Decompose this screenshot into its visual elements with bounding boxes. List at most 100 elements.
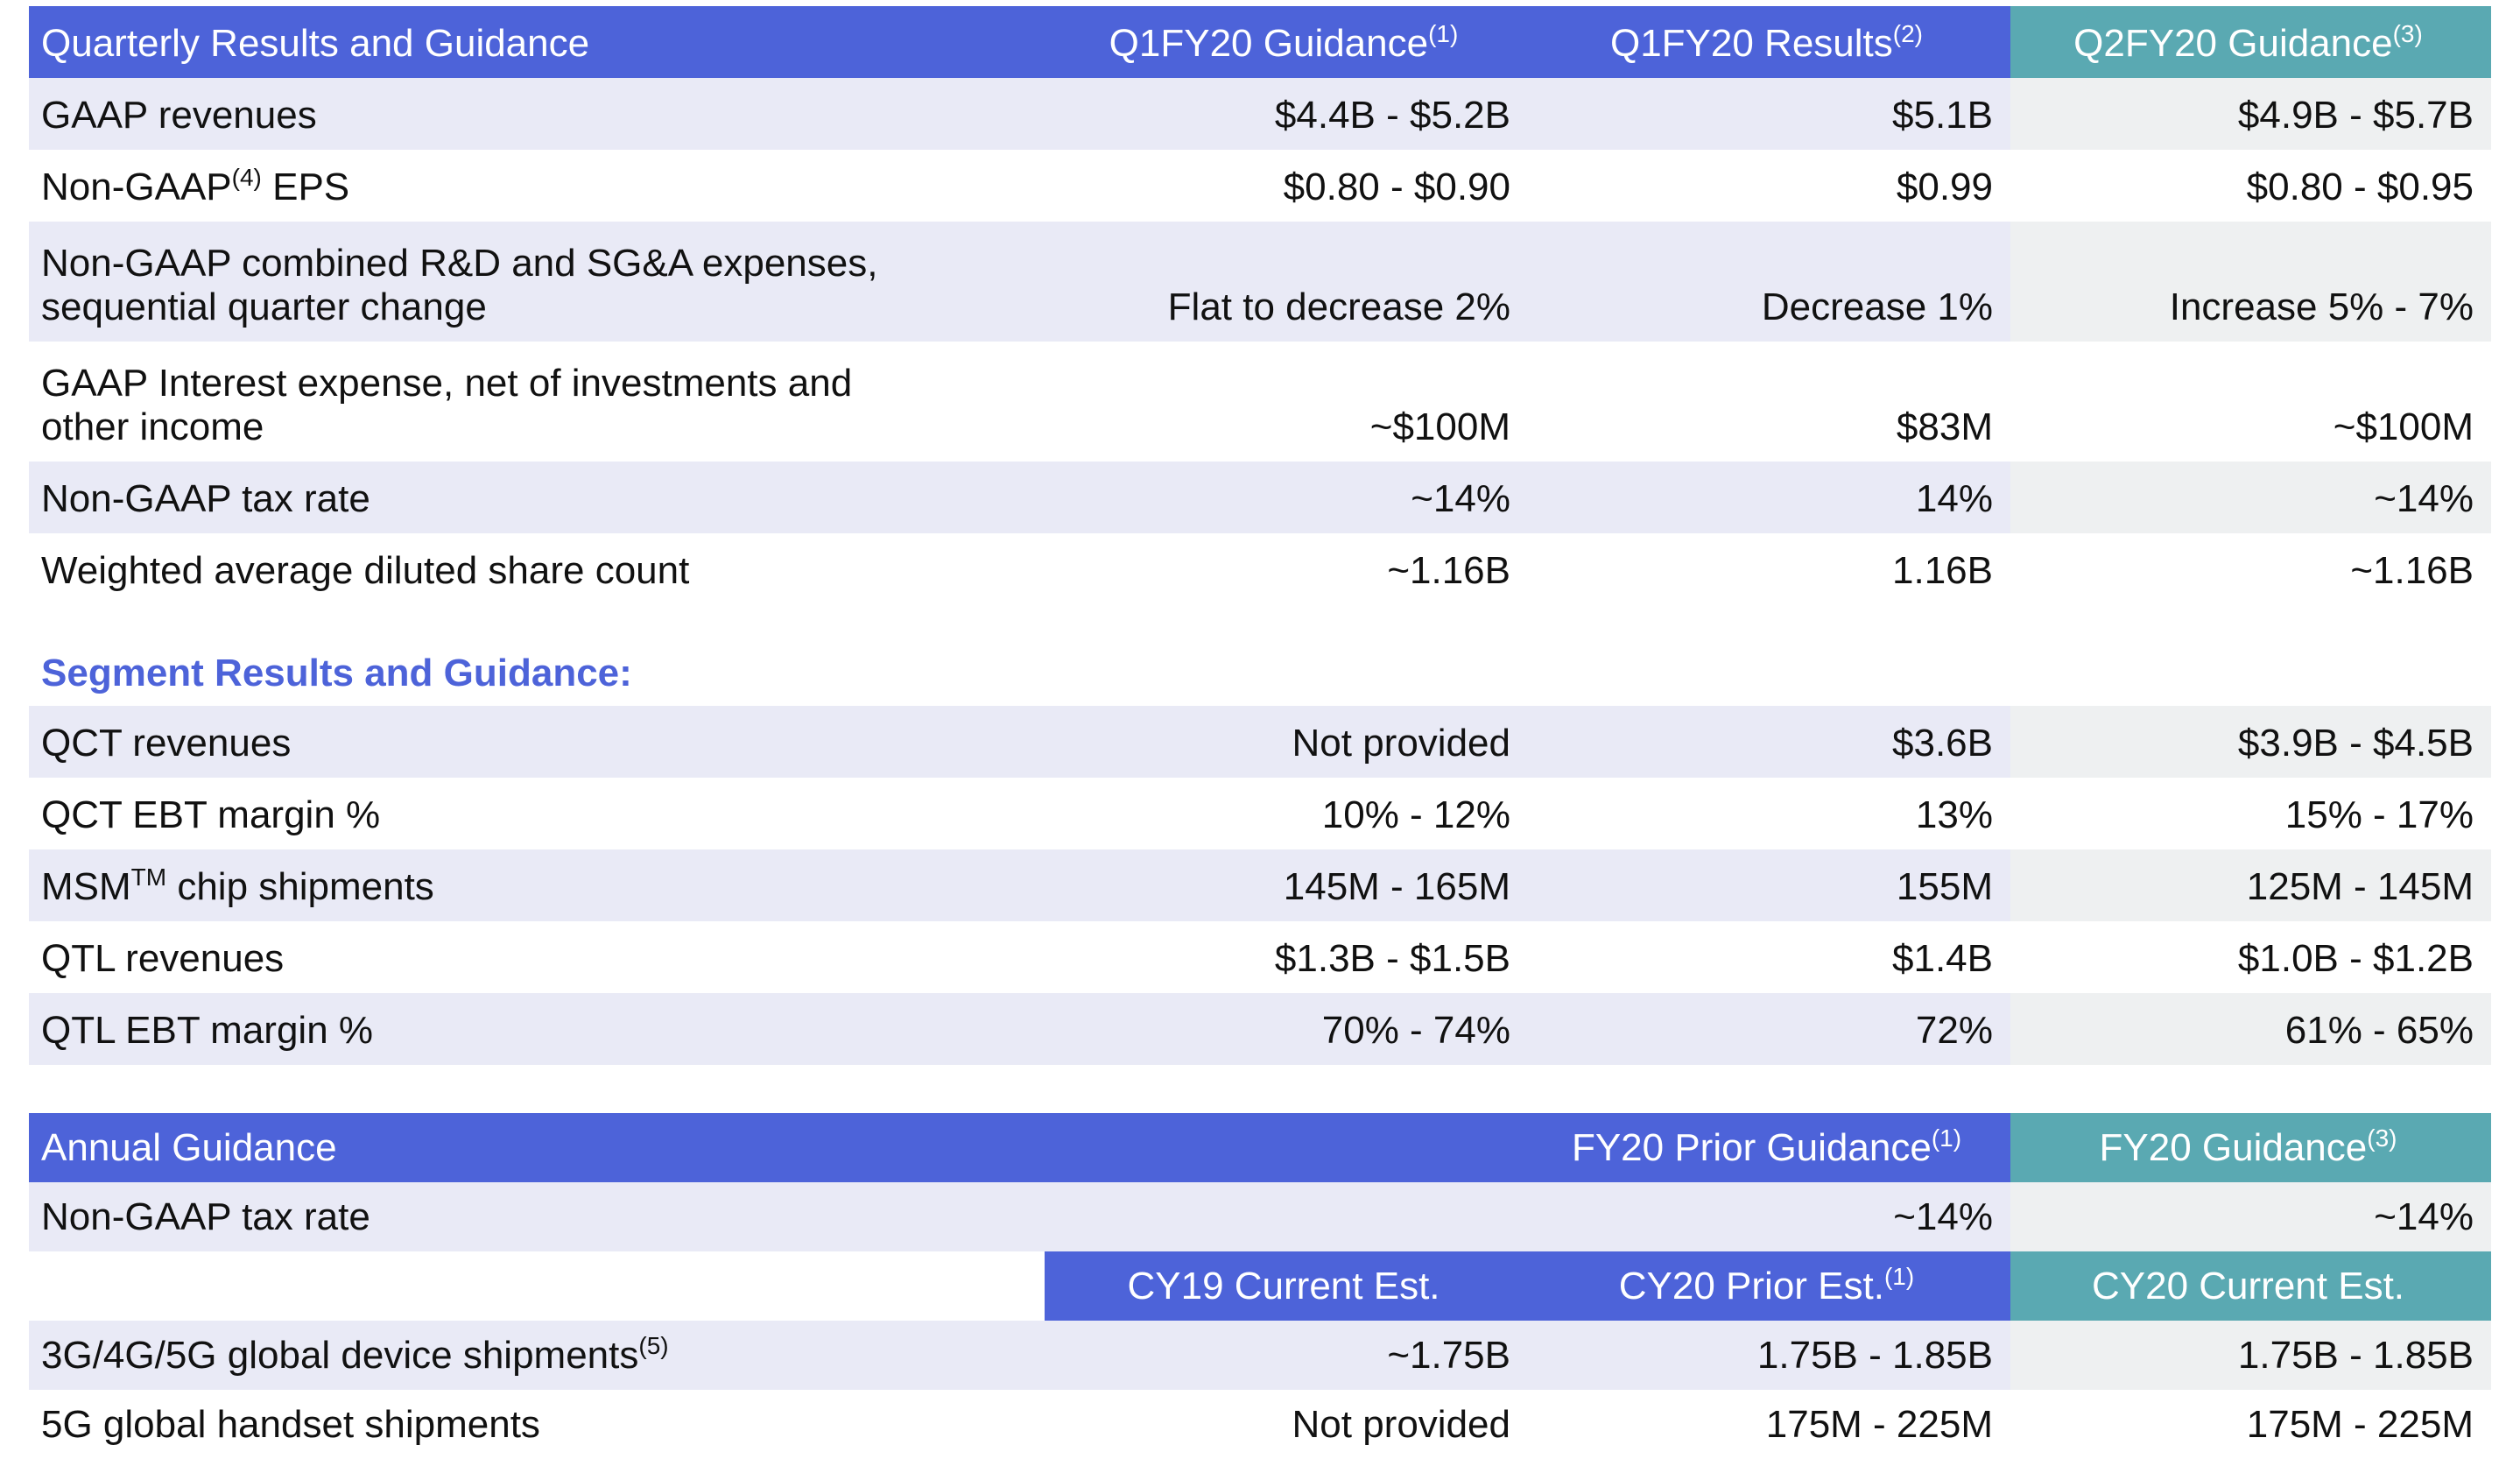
value-cell: Not provided (1045, 706, 1528, 778)
value-text: $83M (1896, 405, 1993, 448)
value-text: 155M (1896, 865, 1993, 908)
footnote-marker: (5) (638, 1332, 669, 1359)
value-text: 175M - 225M (2246, 1403, 2474, 1446)
header-text: Q1FY20 Guidance (1109, 22, 1429, 65)
value-cell: $1.4B (1528, 921, 2010, 993)
label-text: QTL EBT margin % (41, 1009, 374, 1052)
footnote-marker: (4) (231, 164, 262, 191)
value-cell: ~14% (1528, 1182, 2010, 1251)
header-text: Quarterly Results and Guidance (41, 22, 590, 65)
value-text: 61% - 65% (2284, 1009, 2474, 1052)
label-text: QCT EBT margin % (41, 793, 381, 836)
footnote-marker: (1) (1428, 20, 1459, 47)
value-text: ~14% (2374, 477, 2474, 520)
value-text: 15% - 17% (2284, 793, 2474, 836)
table-row: Weighted average diluted share count ~1.1… (29, 533, 2491, 605)
value-text: $1.4B (1892, 937, 1993, 980)
value-cell: $83M (1528, 342, 2010, 462)
value-cell: 1.16B (1528, 533, 2010, 605)
header-cell: CY20 Current Est. (2010, 1251, 2491, 1321)
value-cell: ~$100M (2010, 342, 2491, 462)
value-text: 1.16B (1892, 549, 1993, 592)
value-text: $1.3B - $1.5B (1274, 937, 1510, 980)
header-cell: Q2FY20 Guidance(3) (2010, 6, 2491, 78)
label-text: other income (41, 405, 264, 448)
value-cell: Decrease 1% (1528, 222, 2010, 342)
spacer (29, 1065, 2491, 1113)
header-cell: Q1FY20 Guidance(1) (1045, 6, 1528, 78)
value-text: 10% - 12% (1321, 793, 1510, 836)
value-text: Not provided (1292, 1403, 1510, 1446)
value-cell: 15% - 17% (2010, 778, 2491, 849)
row-label: QTL EBT margin % (29, 993, 1045, 1065)
value-text: 13% (1915, 793, 1993, 836)
value-text: 125M - 145M (2246, 865, 2474, 908)
table-row: GAAP Interest expense, net of investment… (29, 342, 2491, 462)
value-cell: 72% (1528, 993, 2010, 1065)
value-cell: $0.80 - $0.95 (2010, 150, 2491, 222)
value-cell: 61% - 65% (2010, 993, 2491, 1065)
header-text: CY19 Current Est. (1127, 1265, 1440, 1307)
value-cell: ~14% (1045, 462, 1528, 533)
value-cell: ~$100M (1045, 342, 1528, 462)
value-text: 1.75B - 1.85B (1756, 1334, 1993, 1377)
value-cell: 125M - 145M (2010, 849, 2491, 921)
label-text: Non-GAAP (41, 166, 232, 208)
value-cell: ~14% (2010, 462, 2491, 533)
table-row: Non-GAAP combined R&D and SG&A expenses,… (29, 222, 2491, 342)
value-cell: $0.80 - $0.90 (1045, 150, 1528, 222)
value-text: ~14% (2374, 1195, 2474, 1238)
value-cell: 175M - 225M (2010, 1390, 2491, 1459)
row-label: Non-GAAP tax rate (29, 1182, 1045, 1251)
footnote-marker: (1) (1931, 1124, 1962, 1152)
value-text: $3.6B (1892, 722, 1993, 765)
table-row: Non-GAAP(4) EPS $0.80 - $0.90 $0.99 $0.80 -… (29, 150, 2491, 222)
header-text: CY20 Current Est. (2091, 1265, 2405, 1307)
row-label: QCT revenues (29, 706, 1045, 778)
value-text: $4.4B - $5.2B (1274, 94, 1510, 137)
row-label: QCT EBT margin % (29, 778, 1045, 849)
value-cell: Flat to decrease 2% (1045, 222, 1528, 342)
header-cell: Annual Guidance (29, 1113, 1045, 1182)
header-cell: FY20 Guidance(3) (2010, 1113, 2491, 1182)
value-cell: 13% (1528, 778, 2010, 849)
label-text: GAAP Interest expense, net of investment… (41, 362, 853, 405)
value-cell: 14% (1528, 462, 2010, 533)
label-text: Non-GAAP combined R&D and SG&A expenses, (41, 242, 878, 285)
label-text: Non-GAAP tax rate (41, 1195, 370, 1238)
header-cell: CY19 Current Est. (1045, 1251, 1528, 1321)
value-cell: 1.75B - 1.85B (1528, 1321, 2010, 1390)
value-cell: $0.99 (1528, 150, 2010, 222)
footnote-marker: (3) (2392, 20, 2423, 47)
table-row: QTL EBT margin % 70% - 74% 72% 61% - 65% (29, 993, 2491, 1065)
value-text: 175M - 225M (1765, 1403, 1993, 1446)
label-text: GAAP revenues (41, 94, 317, 137)
value-cell: $1.0B - $1.2B (2010, 921, 2491, 993)
row-label: Weighted average diluted share count (29, 533, 1045, 605)
value-cell: ~1.16B (1045, 533, 1528, 605)
row-label: Non-GAAP combined R&D and SG&A expenses,… (29, 222, 1045, 342)
value-text: $5.1B (1892, 94, 1993, 137)
label-text: MSM (41, 865, 131, 908)
section-title: Segment Results and Guidance: (29, 605, 2491, 706)
value-text: 1.75B - 1.85B (2237, 1334, 2474, 1377)
value-text: 70% - 74% (1321, 1009, 1510, 1052)
label-text: sequential quarter change (41, 285, 487, 328)
value-text: Decrease 1% (1761, 285, 1993, 328)
value-text: Increase 5% - 7% (2169, 285, 2474, 328)
row-label: 5G global handset shipments (29, 1390, 1045, 1459)
table-row: GAAP revenues $4.4B - $5.2B $5.1B $4.9B - $… (29, 78, 2491, 150)
value-text: ~14% (1893, 1195, 1993, 1238)
table-row: QTL revenues $1.3B - $1.5B $1.4B $1.0B - $1… (29, 921, 2491, 993)
row-label: 3G/4G/5G global device shipments(5) (29, 1321, 1045, 1390)
results-table: Quarterly Results and Guidance Q1FY20 Gui… (29, 6, 2491, 1459)
value-text: $3.9B - $4.5B (2237, 722, 2474, 765)
value-cell: 175M - 225M (1528, 1390, 2010, 1459)
value-text: ~1.75B (1387, 1334, 1510, 1377)
header-text: Annual Guidance (41, 1126, 337, 1169)
table-row: Annual Guidance FY20 Prior Guidance(1) FY2… (29, 1113, 2491, 1182)
row-label: Non-GAAP tax rate (29, 462, 1045, 533)
row-label: QTL revenues (29, 921, 1045, 993)
value-text: ~1.16B (1387, 549, 1510, 592)
row-label: GAAP Interest expense, net of investment… (29, 342, 1045, 462)
